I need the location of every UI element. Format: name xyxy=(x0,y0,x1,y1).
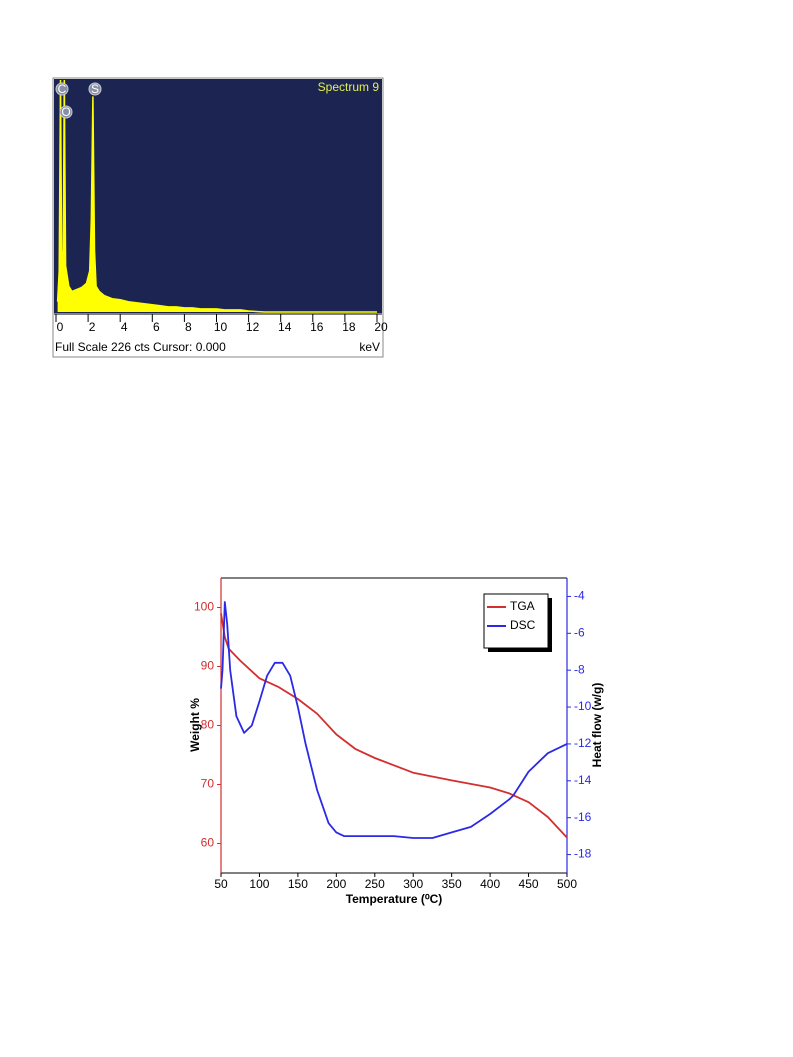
legend-label: DSC xyxy=(510,618,536,632)
peak-label: C xyxy=(58,82,67,96)
y2-tick-label: -16 xyxy=(574,810,592,824)
legend-label: TGA xyxy=(510,599,535,613)
x-tick-label: 100 xyxy=(249,877,269,891)
y-tick-label: 80 xyxy=(201,718,215,732)
y2-tick-label: -6 xyxy=(574,625,585,639)
x-tick-label: 10 xyxy=(214,320,228,334)
x-tick-label: 500 xyxy=(557,877,577,891)
x-axis-label: Temperature (⁰C) xyxy=(346,892,443,906)
x-tick-label: 16 xyxy=(310,320,324,334)
y2-tick-label: -14 xyxy=(574,773,592,787)
spectrum-title: Spectrum 9 xyxy=(318,80,380,94)
y-tick-label: 70 xyxy=(201,777,215,791)
x-tick-label: 250 xyxy=(365,877,385,891)
x-tick-label: 400 xyxy=(480,877,500,891)
x-tick-label: 0 xyxy=(57,320,64,334)
x-tick-label: 2 xyxy=(89,320,96,334)
x-tick-label: 50 xyxy=(214,877,228,891)
x-tick-label: 300 xyxy=(403,877,423,891)
peak-marker xyxy=(88,82,102,96)
y2-tick-label: -12 xyxy=(574,736,592,750)
x-tick-label: 4 xyxy=(121,320,128,334)
y-axis-label: Weight % xyxy=(188,698,202,752)
x-tick-label: 12 xyxy=(246,320,260,334)
y-tick-label: 60 xyxy=(201,836,215,850)
x-tick-label: 150 xyxy=(288,877,308,891)
x-tick-label: 14 xyxy=(278,320,292,334)
legend-box xyxy=(483,593,549,649)
spectrum-line xyxy=(56,79,377,313)
spectrum-fill xyxy=(57,80,377,312)
x-tick-label: 20 xyxy=(374,320,388,334)
x-tick-label: 350 xyxy=(442,877,462,891)
x-tick-label: 8 xyxy=(185,320,192,334)
y2-tick-label: -4 xyxy=(574,589,585,603)
peak-label: S xyxy=(91,82,99,96)
peak-marker xyxy=(55,82,69,96)
y2-axis-label: Heat flow (w/g) xyxy=(590,683,604,768)
x-tick-label: 200 xyxy=(326,877,346,891)
plot-background xyxy=(54,79,382,313)
series-line xyxy=(220,613,568,839)
x-tick-label: 18 xyxy=(342,320,356,334)
x-unit: keV xyxy=(359,340,380,354)
y2-tick-label: -10 xyxy=(574,699,592,713)
spectrum-footer: Full Scale 226 cts Cursor: 0.000 xyxy=(55,340,226,354)
y2-tick-label: -8 xyxy=(574,662,585,676)
series-line xyxy=(220,601,568,839)
x-tick-label: 450 xyxy=(519,877,539,891)
peak-marker xyxy=(59,105,73,119)
x-tick-label: 6 xyxy=(153,320,160,334)
y-tick-label: 100 xyxy=(194,600,214,614)
y-tick-label: 90 xyxy=(201,659,215,673)
y2-tick-label: -18 xyxy=(574,847,592,861)
peak-label: O xyxy=(61,105,70,119)
